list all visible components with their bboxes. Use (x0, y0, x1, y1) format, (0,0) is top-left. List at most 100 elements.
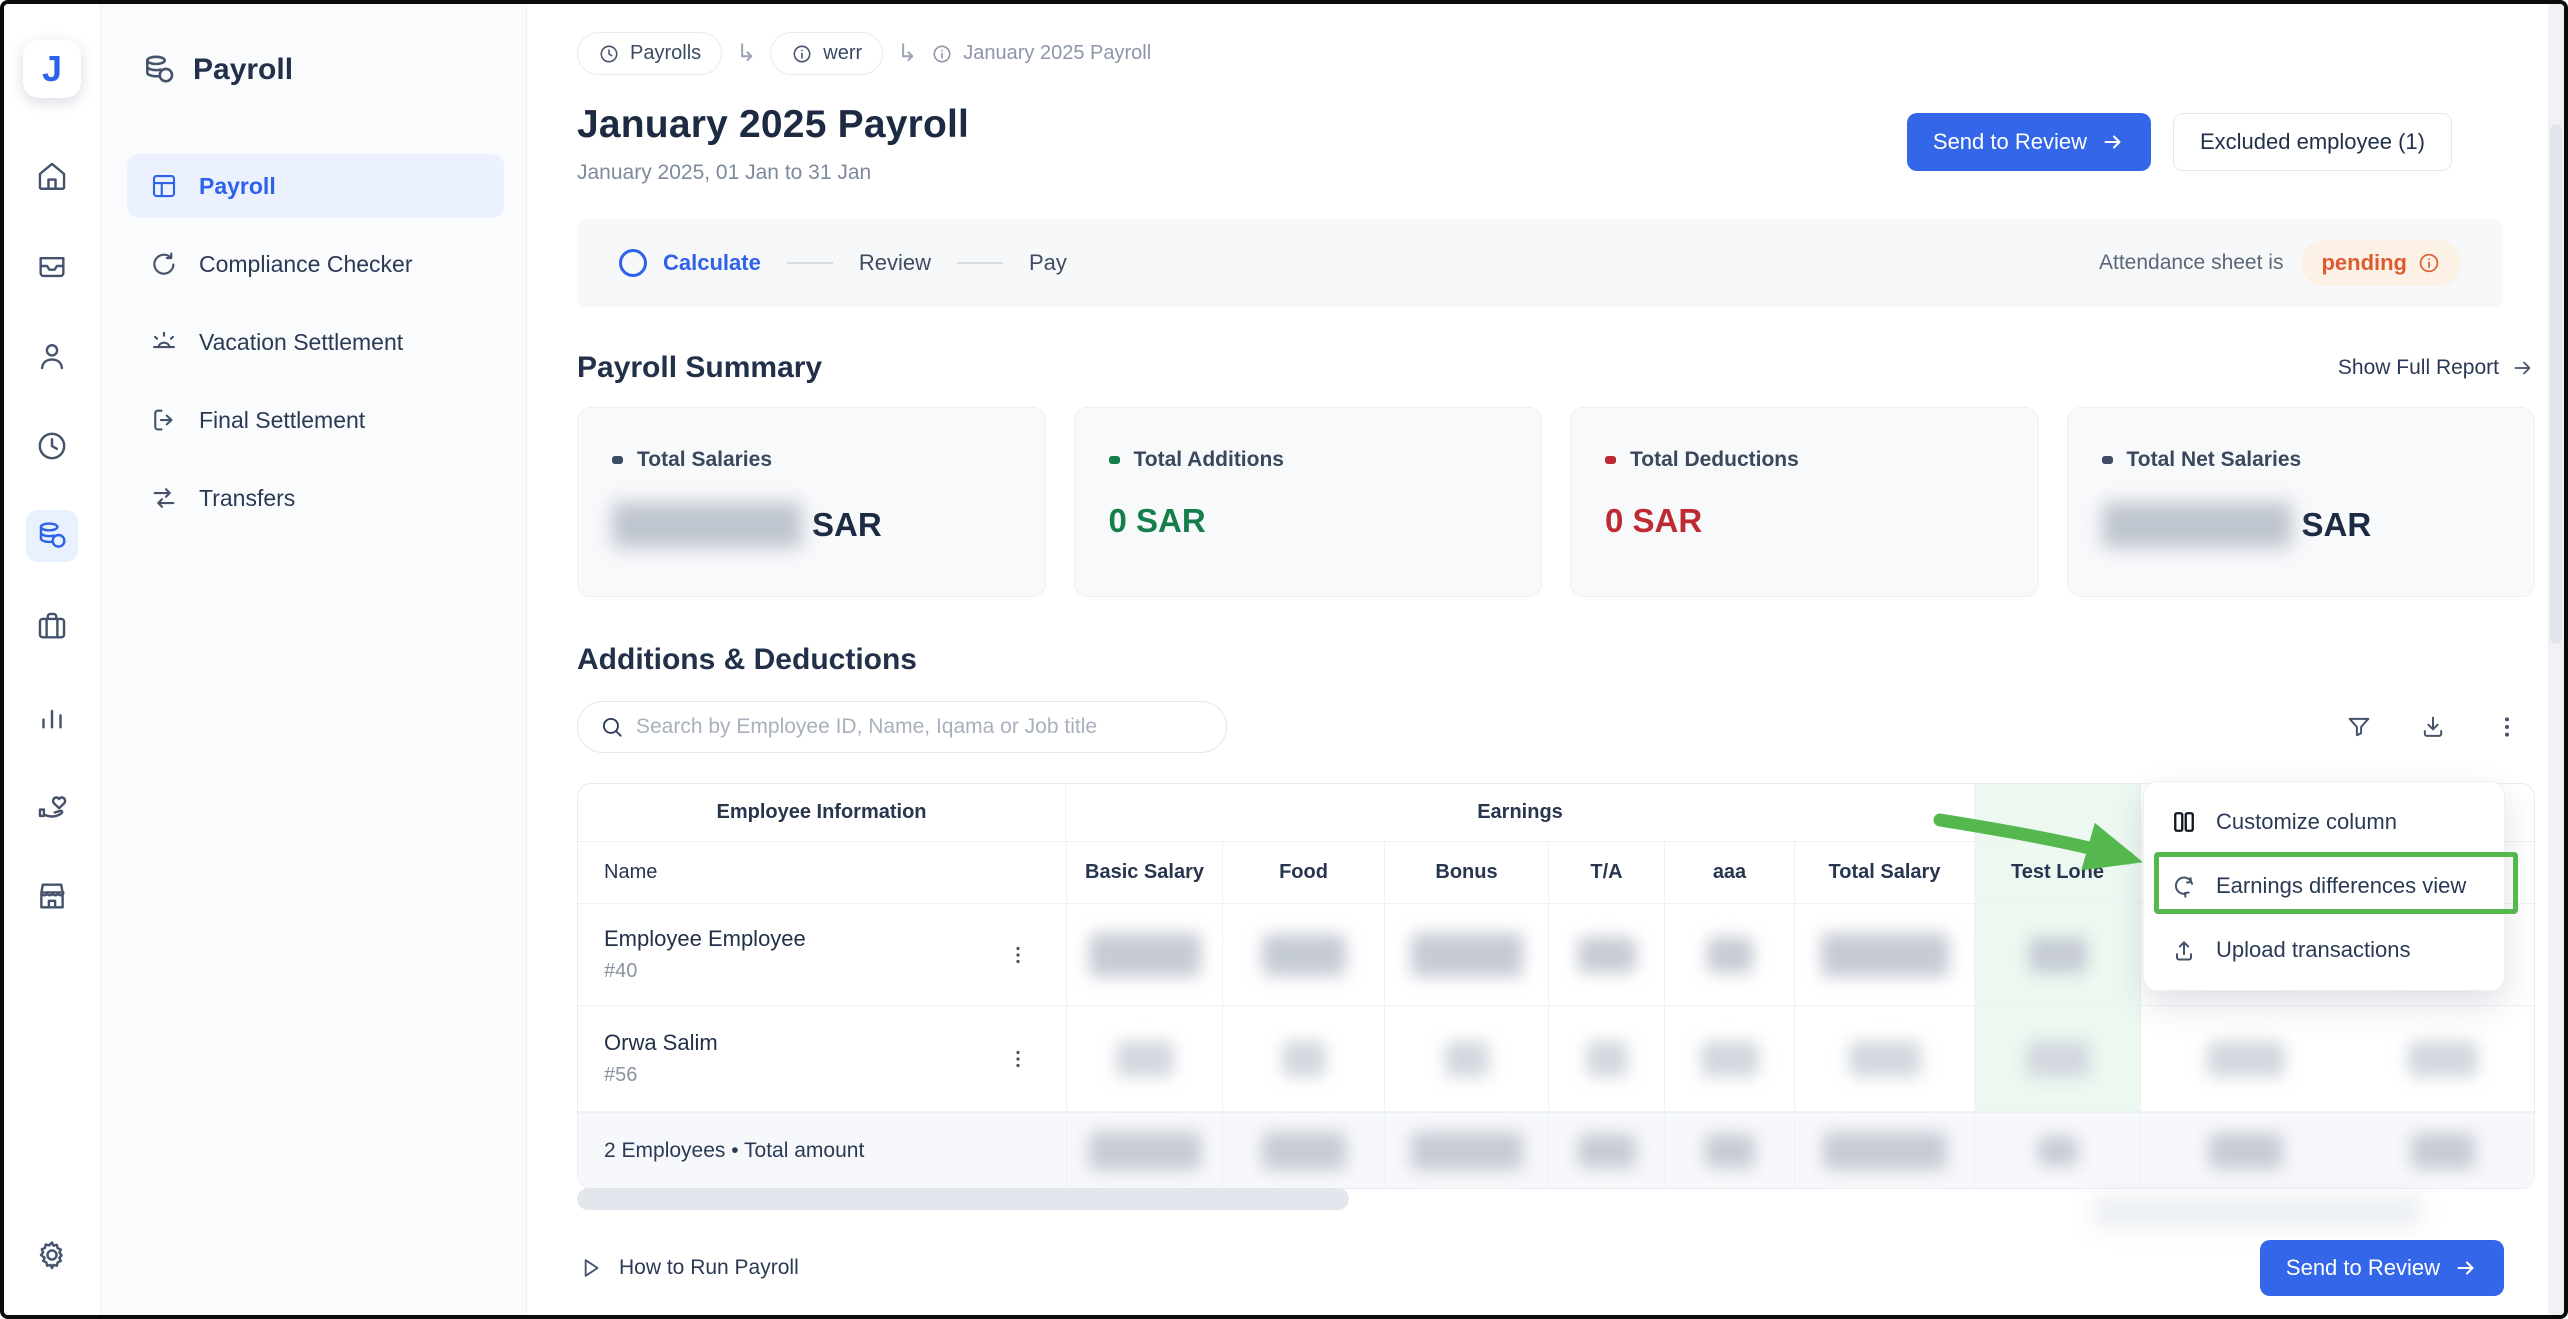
page-vertical-scrollbar[interactable] (2548, 4, 2564, 1315)
redacted-cell (1222, 1006, 1384, 1112)
redacted-text (2092, 1194, 2422, 1228)
arrow-right-icon (2511, 356, 2535, 380)
logo-letter: J (42, 48, 62, 90)
col-header-ta[interactable]: T/A (1548, 842, 1664, 904)
step-review[interactable]: Review (859, 250, 931, 276)
summary-title: Payroll Summary (577, 351, 822, 385)
breadcrumb-label: Payrolls (630, 42, 701, 65)
redacted-cell (1974, 1112, 2140, 1188)
sidebar-item-label: Payroll (199, 173, 276, 200)
sidebar-item-compliance-checker[interactable]: Compliance Checker (127, 232, 504, 296)
group-header-test-lone (1974, 784, 2140, 842)
differences-view-icon (2170, 872, 2198, 900)
attendance-status-badge[interactable]: pending (2301, 240, 2461, 286)
app-logo[interactable]: J (23, 40, 81, 98)
redacted-value (2102, 502, 2292, 548)
show-full-report-link[interactable]: Show Full Report (2338, 356, 2535, 380)
clock-icon (598, 43, 620, 65)
redacted-cell (1384, 904, 1548, 1006)
redacted-cell (2140, 1006, 2350, 1112)
redacted-cell (1222, 904, 1384, 1006)
button-label: Send to Review (2286, 1255, 2440, 1281)
dot-icon (2102, 456, 2113, 464)
redacted-cell (2350, 1112, 2535, 1188)
redacted-cell (1548, 1112, 1664, 1188)
employee-id: #40 (604, 960, 637, 983)
menu-item-label: Customize column (2216, 809, 2397, 835)
page-header: January 2025 Payroll January 2025, 01 Ja… (577, 103, 2535, 185)
card-total-salaries: Total Salaries SAR (577, 407, 1046, 597)
sidebar-item-label: Compliance Checker (199, 251, 412, 278)
transfer-icon (149, 483, 179, 513)
redacted-cell (1548, 904, 1664, 1006)
col-header-bonus[interactable]: Bonus (1384, 842, 1548, 904)
breadcrumb-label: January 2025 Payroll (963, 42, 1151, 65)
payroll-icon[interactable] (26, 510, 78, 562)
card-label-text: Total Deductions (1630, 448, 1799, 472)
marketplace-icon[interactable] (26, 870, 78, 922)
redacted-cell (2140, 1112, 2350, 1188)
menu-item-label: Upload transactions (2216, 937, 2410, 963)
module-title: Payroll (193, 53, 293, 87)
settings-gear-icon[interactable] (26, 1229, 78, 1281)
redacted-value (612, 502, 802, 548)
col-header-food[interactable]: Food (1222, 842, 1384, 904)
menu-item-customize-column[interactable]: Customize column (2144, 790, 2504, 854)
menu-item-upload-transactions[interactable]: Upload transactions (2144, 918, 2504, 982)
breadcrumb-payrolls[interactable]: Payrolls (577, 32, 722, 75)
people-icon[interactable] (26, 330, 78, 382)
card-total-additions: Total Additions 0 SAR (1074, 407, 1543, 597)
home-icon[interactable] (26, 150, 78, 202)
sidebar-item-transfers[interactable]: Transfers (127, 466, 504, 530)
row-kebab-icon[interactable] (1006, 943, 1030, 967)
card-value: 0 SAR (1605, 502, 2004, 540)
summary-cards: Total Salaries SAR Total Additions 0 SAR… (577, 407, 2535, 597)
col-header-basic-salary[interactable]: Basic Salary (1066, 842, 1222, 904)
table-horizontal-scrollbar[interactable] (577, 1188, 1349, 1210)
step-calculate[interactable]: Calculate (663, 250, 761, 276)
benefits-icon[interactable] (26, 780, 78, 832)
excluded-employee-button[interactable]: Excluded employee (1) (2173, 113, 2452, 171)
search-input[interactable] (577, 701, 1227, 753)
module-sidebar: Payroll Payroll Compliance Checker Vacat… (101, 4, 527, 1315)
col-header-name[interactable]: Name (578, 842, 1066, 904)
col-header-aaa[interactable]: aaa (1664, 842, 1794, 904)
sidebar-item-vacation-settlement[interactable]: Vacation Settlement (127, 310, 504, 374)
table-row-employee[interactable]: Orwa Salim #56 (578, 1006, 1066, 1112)
analytics-icon[interactable] (26, 690, 78, 742)
page-title: January 2025 Payroll (577, 103, 969, 147)
sidebar-item-final-settlement[interactable]: Final Settlement (127, 388, 504, 452)
card-value: 0 SAR (1109, 502, 1508, 540)
redacted-cell (1664, 1006, 1794, 1112)
table-row-employee[interactable]: Employee Employee #40 (578, 904, 1066, 1006)
play-icon (577, 1255, 603, 1281)
sidebar-item-payroll[interactable]: Payroll (127, 154, 504, 218)
how-to-run-payroll-link[interactable]: How to Run Payroll (577, 1255, 799, 1281)
menu-item-label: Earnings differences view (2216, 873, 2466, 899)
step-pay[interactable]: Pay (1029, 250, 1067, 276)
send-to-review-button-bottom[interactable]: Send to Review (2260, 1240, 2504, 1296)
dot-icon (612, 456, 623, 464)
redacted-cell (1974, 904, 2140, 1006)
filter-icon[interactable] (2345, 713, 2373, 741)
download-icon[interactable] (2419, 713, 2447, 741)
scrollbar-thumb[interactable] (2550, 124, 2562, 644)
col-header-total-salary[interactable]: Total Salary (1794, 842, 1974, 904)
card-label-text: Total Salaries (637, 448, 772, 472)
menu-item-earnings-differences-view[interactable]: Earnings differences view (2144, 854, 2504, 918)
inbox-icon[interactable] (26, 240, 78, 292)
row-kebab-icon[interactable] (1006, 1047, 1030, 1071)
sidebar-item-label: Final Settlement (199, 407, 365, 434)
breadcrumb-werr[interactable]: werr (770, 32, 883, 75)
module-nav: Payroll Compliance Checker Vacation Sett… (127, 154, 504, 530)
attendance-label: Attendance sheet is (2099, 251, 2283, 275)
breadcrumb-current: January 2025 Payroll (931, 42, 1151, 65)
breadcrumb-arrow-icon: ↳ (897, 39, 917, 68)
columns-icon (2170, 808, 2198, 836)
kebab-menu-icon[interactable] (2493, 713, 2521, 741)
clock-icon[interactable] (26, 420, 78, 472)
breadcrumb: Payrolls ↳ werr ↳ January 2025 Payroll (577, 32, 2535, 75)
col-header-test-lone[interactable]: Test Lone (1974, 842, 2140, 904)
briefcase-icon[interactable] (26, 600, 78, 652)
send-to-review-button[interactable]: Send to Review (1907, 113, 2151, 171)
